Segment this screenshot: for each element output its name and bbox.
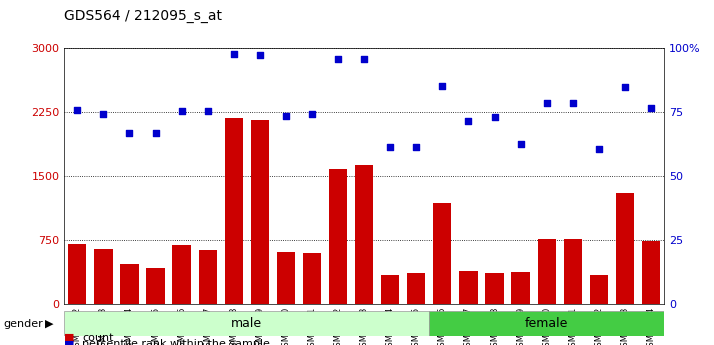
Bar	[538, 239, 555, 304]
Bar	[459, 271, 478, 304]
Bar	[225, 118, 243, 304]
Point	[71, 107, 83, 112]
Point	[541, 100, 553, 106]
Point	[593, 146, 605, 151]
Bar	[429, 310, 664, 336]
Text: ■: ■	[64, 339, 75, 345]
Bar	[198, 250, 217, 304]
Bar	[486, 273, 503, 304]
Point	[98, 111, 109, 117]
Bar	[146, 268, 165, 304]
Text: gender: gender	[4, 319, 44, 328]
Point	[515, 142, 526, 147]
Bar	[329, 169, 347, 304]
Text: male: male	[231, 317, 262, 330]
Bar	[563, 239, 582, 304]
Text: percentile rank within the sample: percentile rank within the sample	[82, 339, 270, 345]
Bar	[64, 310, 429, 336]
Point	[411, 144, 422, 150]
Point	[619, 84, 630, 89]
Point	[254, 52, 266, 58]
Point	[567, 100, 578, 106]
Bar	[407, 273, 426, 304]
Bar	[433, 203, 451, 304]
Bar	[121, 265, 139, 304]
Bar	[381, 275, 399, 304]
Bar	[511, 272, 530, 304]
Bar	[251, 120, 269, 304]
Bar	[94, 249, 113, 304]
Text: ▶: ▶	[45, 319, 54, 328]
Point	[385, 144, 396, 150]
Point	[463, 118, 474, 124]
Text: GDS564 / 212095_s_at: GDS564 / 212095_s_at	[64, 9, 222, 23]
Bar	[615, 193, 634, 304]
Point	[124, 130, 135, 135]
Bar	[68, 244, 86, 304]
Text: count: count	[82, 333, 114, 343]
Point	[645, 105, 657, 111]
Bar	[64, 48, 664, 304]
Bar	[277, 252, 295, 304]
Point	[358, 57, 370, 62]
Point	[437, 83, 448, 89]
Bar	[355, 165, 373, 304]
Bar	[173, 245, 191, 304]
Bar	[303, 253, 321, 304]
Point	[306, 111, 318, 117]
Point	[489, 115, 501, 120]
Point	[202, 109, 213, 114]
Point	[176, 109, 187, 114]
Point	[332, 57, 343, 62]
Point	[150, 130, 161, 135]
Text: female: female	[525, 317, 568, 330]
Bar	[642, 241, 660, 304]
Text: ■: ■	[64, 333, 75, 343]
Point	[228, 51, 239, 57]
Bar	[590, 275, 608, 304]
Point	[280, 113, 291, 118]
